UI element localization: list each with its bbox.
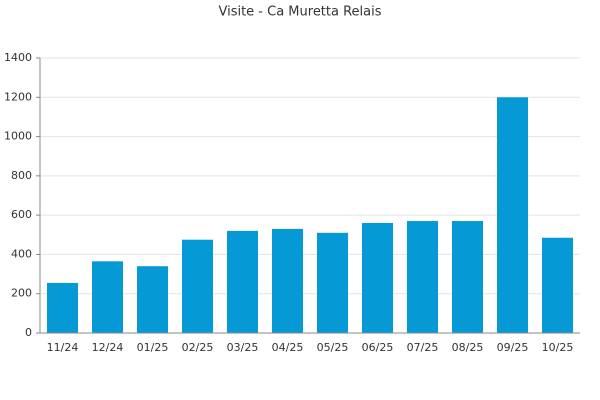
y-tick-label: 1000 [4,130,32,143]
x-tick-label: 01/25 [137,341,169,354]
bar [137,266,168,333]
y-tick-label: 200 [11,287,32,300]
bar [92,261,123,333]
x-tick-label: 10/25 [542,341,574,354]
bar [407,221,438,333]
y-tick-label: 1200 [4,90,32,103]
x-tick-label: 11/24 [47,341,79,354]
y-tick-label: 0 [25,326,32,339]
bar [272,228,303,333]
bar [317,232,348,333]
x-tick-label: 05/25 [317,341,349,354]
x-tick-label: 12/24 [92,341,124,354]
x-tick-label: 08/25 [452,341,484,354]
bar [362,223,393,333]
x-tick-label: 04/25 [272,341,304,354]
x-tick-label: 03/25 [227,341,259,354]
x-tick-label: 07/25 [407,341,439,354]
bar [542,237,573,333]
bar [497,97,528,334]
bar [452,221,483,333]
y-tick-label: 600 [11,208,32,221]
x-tick-label: 06/25 [362,341,394,354]
y-tick-label: 400 [11,247,32,260]
y-tick-label: 1400 [4,51,32,64]
x-tick-label: 09/25 [497,341,529,354]
bar [47,282,78,333]
bar [227,230,258,333]
y-tick-label: 800 [11,169,32,182]
bar [182,239,213,333]
chart-title: Visite - Ca Muretta Relais [218,5,381,20]
x-tick-label: 02/25 [182,341,214,354]
